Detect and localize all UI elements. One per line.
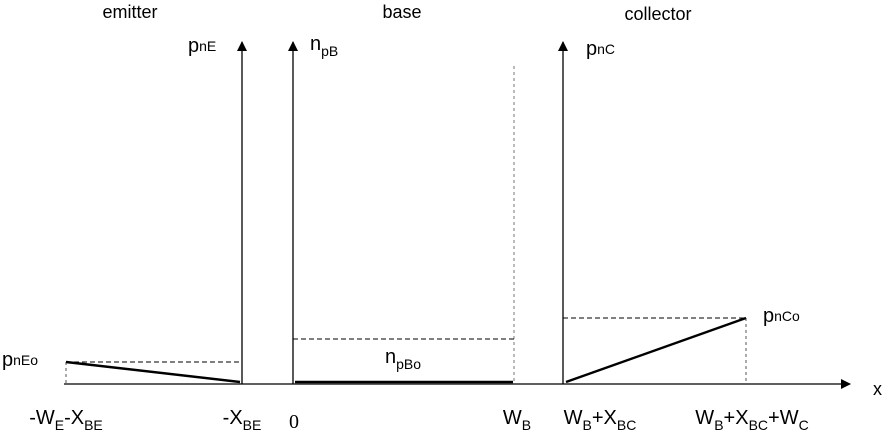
x-axis-label: x [873, 379, 882, 399]
tick-label-emitter-junction: -XBE [223, 407, 262, 433]
collector-equilibrium-label: pnCo [763, 305, 800, 327]
emitter-region-label: emitter [102, 2, 157, 22]
tick-label-base-width: WB [503, 407, 531, 433]
collector-profile [565, 316, 747, 384]
tick-label-collector-edge: WB+XBC+WC [695, 407, 808, 433]
tick-label-emitter-edge: -WE-XBE [29, 407, 103, 433]
emitter-equilibrium-label: pnEo [2, 349, 38, 371]
base-axis-label: npB [310, 33, 338, 59]
emitter-profile [65, 360, 241, 384]
tick-label-collector-junction: WB+XBC [564, 407, 637, 433]
base-equilibrium-label: npBo [385, 346, 421, 372]
base-region-label: base [382, 2, 421, 22]
emitter-axis-label: pnE [188, 35, 216, 57]
collector-region-label: collector [624, 4, 691, 24]
collector-axis-label: pnC [586, 38, 615, 60]
tick-label-origin: 0 [289, 411, 299, 433]
